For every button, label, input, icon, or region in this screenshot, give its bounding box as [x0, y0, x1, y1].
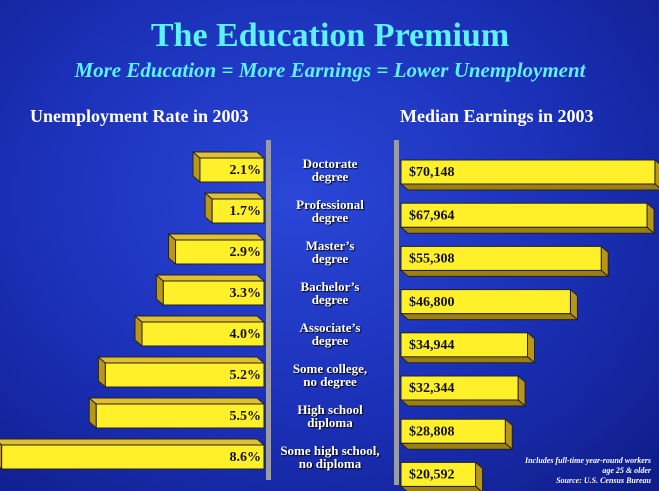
- bar-top: [0, 438, 266, 446]
- left-chart-title: Unemployment Rate in 2003: [30, 106, 249, 126]
- bar-top: [87, 397, 266, 405]
- value-label: 2.1%: [230, 163, 262, 178]
- value-label: $34,944: [409, 338, 455, 353]
- bar: [175, 239, 265, 265]
- bar-bottom: [399, 226, 656, 234]
- bar: [162, 280, 265, 306]
- value-label: $55,308: [409, 252, 455, 267]
- value-label: 2.9%: [230, 245, 262, 260]
- bar-bottom: [399, 313, 579, 321]
- bar: [400, 418, 506, 444]
- bar-bottom: [399, 442, 514, 450]
- value-label: $28,808: [409, 424, 455, 439]
- bar-top: [133, 315, 266, 323]
- bar-top: [154, 274, 266, 282]
- category-label: High school diploma: [297, 402, 363, 430]
- bar-bottom: [399, 485, 482, 491]
- category-label: Professional degree: [296, 197, 364, 225]
- bar: [1, 444, 265, 470]
- value-label: 3.3%: [230, 286, 262, 301]
- bar: [211, 198, 265, 224]
- bar: [104, 362, 265, 388]
- value-label: 1.7%: [230, 204, 262, 219]
- category-label: Master’s degree: [305, 238, 355, 266]
- value-label: 5.2%: [230, 368, 262, 383]
- bar: [400, 159, 656, 185]
- footnote: Source: U.S. Census Bureau: [556, 476, 651, 485]
- value-label: 8.6%: [230, 450, 262, 465]
- bar: [400, 245, 602, 271]
- bar-top: [97, 356, 266, 364]
- value-label: $32,344: [409, 381, 455, 396]
- right-chart-title: Median Earnings in 2003: [400, 106, 594, 126]
- bar-bottom: [399, 399, 527, 407]
- category-label: Bachelor’s degree: [300, 279, 360, 307]
- bar: [199, 157, 265, 183]
- bar-top: [191, 151, 266, 159]
- value-label: $67,964: [409, 208, 455, 223]
- category-label: Associate’s degree: [299, 320, 361, 348]
- bar-bottom: [399, 356, 536, 364]
- footnote: Includes full-time year-round workers: [524, 456, 651, 465]
- bar: [400, 289, 571, 315]
- footnote: age 25 & older: [602, 466, 651, 475]
- value-label: $70,148: [409, 165, 455, 180]
- bar: [141, 321, 265, 347]
- bar-top: [167, 233, 266, 241]
- title: The Education Premium: [151, 17, 509, 54]
- bar-bottom: [399, 183, 659, 191]
- divider: [394, 140, 399, 485]
- value-label: 4.0%: [230, 327, 262, 342]
- value-label: $46,800: [409, 295, 455, 310]
- bar: [95, 403, 265, 429]
- subtitle: More Education = More Earnings = Lower U…: [73, 58, 586, 82]
- bar: [400, 461, 477, 487]
- bar-bottom: [399, 269, 610, 277]
- value-label: 5.5%: [230, 409, 262, 424]
- category-label: Some college, no degree: [292, 361, 368, 389]
- bar: [400, 375, 519, 401]
- category-label: Some high school, no diploma: [280, 443, 380, 471]
- divider: [266, 140, 271, 480]
- value-label: $20,592: [409, 468, 455, 483]
- bar: [400, 202, 648, 228]
- bar: [400, 332, 528, 358]
- category-label: Doctorate degree: [302, 156, 358, 184]
